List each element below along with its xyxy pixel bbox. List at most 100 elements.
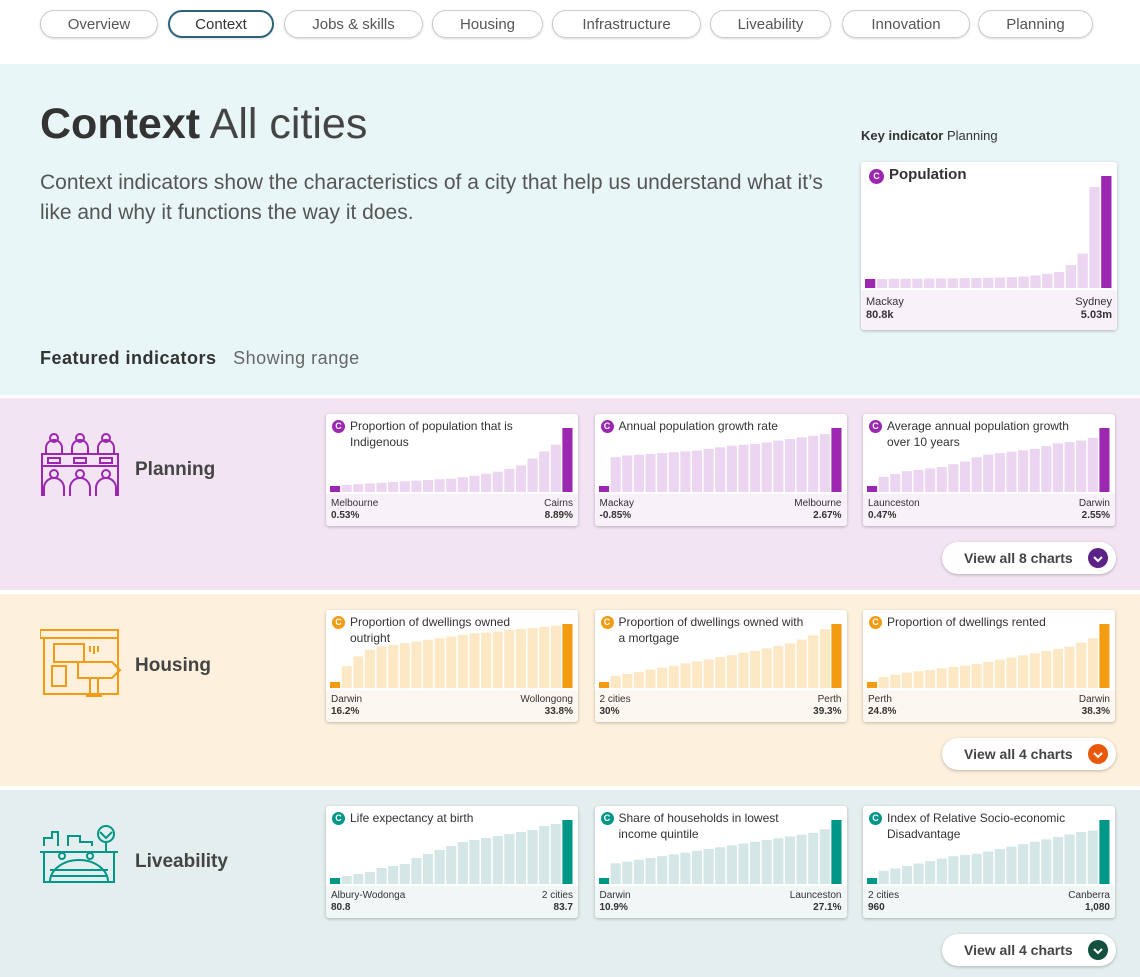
bar	[469, 840, 480, 884]
card-badge: C	[332, 616, 345, 629]
bar	[504, 468, 515, 492]
bar	[330, 682, 341, 688]
min-city: Melbourne	[331, 498, 379, 509]
bar	[924, 278, 935, 288]
max-label: 2 cities 83.7	[542, 890, 573, 914]
min-value: 16.2%	[331, 706, 360, 717]
nav-tab[interactable]: Housing	[432, 10, 543, 38]
bar	[353, 656, 364, 688]
bar	[411, 858, 422, 884]
nav-tab[interactable]: Infrastructure	[552, 10, 701, 38]
max-value: 83.7	[553, 902, 573, 913]
bar	[562, 624, 573, 688]
bar	[644, 857, 656, 884]
bar	[656, 667, 667, 688]
nav-tab[interactable]: Overview	[40, 10, 158, 38]
bar	[1006, 451, 1017, 492]
indicator-card[interactable]: C Proportion of dwellings owned outright D…	[326, 610, 578, 722]
bar	[1052, 443, 1064, 492]
bar	[411, 480, 422, 492]
bar	[890, 868, 901, 884]
bar	[867, 682, 878, 688]
max-label: Cairns 8.89%	[544, 498, 573, 522]
bar	[411, 641, 422, 688]
bar	[761, 840, 772, 884]
bar	[726, 845, 737, 884]
indicator-card[interactable]: C Proportion of dwellings owned with a mo…	[594, 610, 847, 722]
bar	[422, 854, 434, 884]
bar	[913, 671, 924, 688]
indicator-card[interactable]: C Average annual population growth over 1…	[863, 414, 1115, 526]
page-title: Context All cities	[40, 100, 367, 149]
bar	[888, 278, 899, 288]
card-title: Proportion of dwellings rented	[887, 615, 1046, 629]
card-footer: 2 cities 30% Perth 39.3%	[594, 690, 847, 722]
indicator-card[interactable]: C Proportion of dwellings rented Perth 24.8…	[863, 610, 1115, 722]
bar	[959, 665, 971, 688]
indicator-card[interactable]: C Share of households in lowest income qu…	[594, 806, 847, 918]
nav-tab[interactable]: Context	[168, 10, 274, 38]
button-label: View all 4 charts	[964, 942, 1073, 958]
max-label: Sydney 5.03m	[1075, 296, 1112, 322]
indicator-card[interactable]: C Annual population growth rate Mackay -0.8…	[594, 414, 847, 526]
bar	[925, 861, 936, 884]
bar	[936, 858, 947, 884]
card-footer: Mackay 80.8k Sydney 5.03m	[861, 290, 1117, 330]
bar	[691, 850, 702, 884]
bar	[819, 434, 830, 492]
bar	[610, 863, 621, 884]
bar	[714, 657, 725, 688]
bar	[994, 849, 1005, 884]
bar	[644, 669, 656, 688]
bar	[1064, 646, 1075, 688]
bar	[947, 278, 958, 288]
bar	[935, 278, 947, 288]
bar	[330, 486, 341, 492]
bar	[994, 277, 1006, 288]
max-value: 5.03m	[1080, 309, 1112, 321]
bar	[784, 643, 795, 688]
bar	[994, 659, 1005, 688]
bar	[644, 453, 656, 492]
bar	[948, 856, 959, 884]
view-all-button[interactable]: View all 4 charts	[942, 738, 1116, 770]
min-label: Darwin 16.2%	[331, 694, 362, 718]
bar	[890, 674, 901, 688]
featured-heading: Featured indicators Showing range	[40, 348, 360, 369]
chevron	[1093, 556, 1103, 563]
indicator-card[interactable]: C Proportion of population that is Indige…	[326, 414, 578, 526]
view-all-button[interactable]: View all 4 charts	[942, 934, 1116, 966]
min-city: Launceston	[868, 498, 920, 509]
bar	[668, 665, 679, 688]
section-name: Planning	[135, 459, 216, 480]
bar	[481, 632, 492, 688]
bar	[1030, 275, 1041, 288]
bar	[1099, 428, 1110, 492]
nav-tab[interactable]: Planning	[978, 10, 1093, 38]
max-city: Perth	[817, 694, 842, 705]
bar	[504, 629, 515, 688]
bar	[668, 854, 679, 884]
bar-chart	[867, 624, 1110, 688]
bar	[890, 474, 901, 492]
max-label: Canberra 1,080	[1068, 890, 1110, 914]
bar	[539, 451, 550, 492]
bar	[726, 445, 737, 492]
view-all-button[interactable]: View all 8 charts	[942, 542, 1116, 574]
min-label: Mackay 80.8k	[866, 296, 904, 322]
indicator-card[interactable]: C Life expectancy at birth Albury-Wodonga 8…	[326, 806, 578, 918]
nav-tab[interactable]: Liveability	[710, 10, 831, 38]
bar	[679, 663, 690, 688]
nav-tab[interactable]: Jobs & skills	[284, 10, 423, 38]
min-label: Melbourne 0.53%	[331, 498, 378, 522]
card-title: Proportion of dwellings owned outright	[350, 615, 511, 645]
bar	[703, 448, 714, 492]
min-city: 2 cities	[868, 890, 900, 901]
card-title: Annual population growth rate	[618, 419, 778, 433]
bar	[422, 479, 434, 492]
section-name: Housing	[135, 655, 211, 676]
bar	[925, 669, 936, 688]
indicator-card[interactable]: C Index of Relative Socio-economic Disadv…	[863, 806, 1115, 918]
nav-tab[interactable]: Innovation	[842, 10, 970, 38]
indicator-card[interactable]: C Population Mackay 80.8k Sydney 5.03m	[861, 162, 1117, 330]
